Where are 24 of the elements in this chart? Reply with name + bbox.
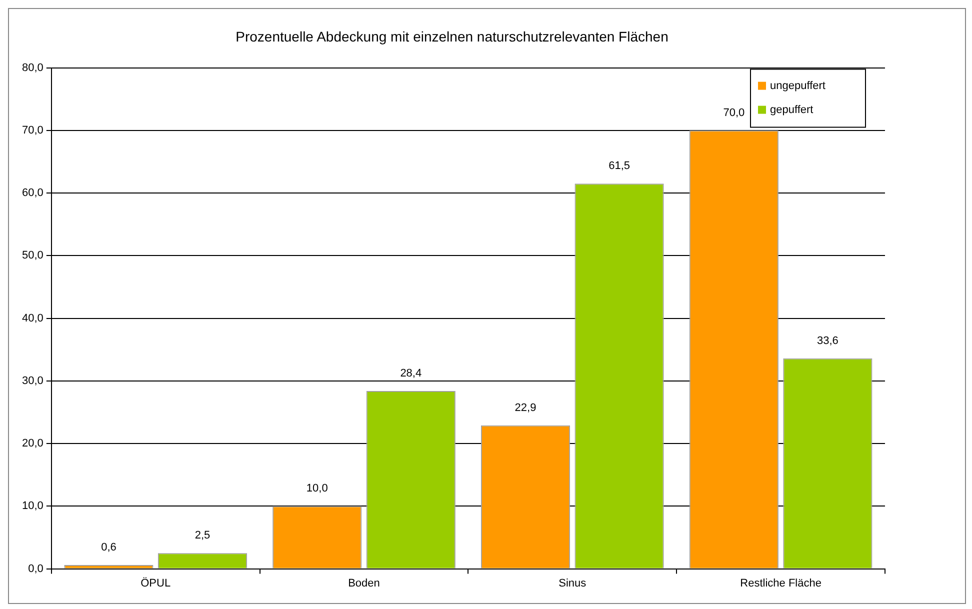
legend-label: ungepuffert <box>770 80 826 92</box>
y-tick-label: 80,0 <box>22 62 44 74</box>
y-tick-label: 60,0 <box>22 187 44 200</box>
x-tick-label: Boden <box>348 577 380 590</box>
data-label: 10,0 <box>306 482 328 495</box>
y-tick-label: 0,0 <box>28 562 44 575</box>
chart-title: Prozentuelle Abdeckung mit einzelnen naturschutzrelevanten Flächen <box>236 28 668 44</box>
data-label: 22,9 <box>514 402 536 414</box>
data-label: 28,4 <box>400 367 422 380</box>
y-tick-label: 30,0 <box>22 374 44 387</box>
y-tick-label: 50,0 <box>22 250 44 262</box>
x-tick-label: Restliche Fläche <box>740 577 822 590</box>
data-label: 2,5 <box>194 530 210 542</box>
y-tick-label: 10,0 <box>22 500 44 512</box>
y-tick-label: 70,0 <box>22 124 44 136</box>
x-tick-label: Sinus <box>558 577 587 590</box>
y-tick-label: 20,0 <box>22 438 44 450</box>
data-label: 33,6 <box>816 334 838 347</box>
data-label: 70,0 <box>723 106 745 119</box>
legend-label: gepuffert <box>770 104 814 116</box>
data-label: 61,5 <box>608 160 630 172</box>
y-tick-label: 40,0 <box>22 312 44 324</box>
data-label: 0,6 <box>101 542 116 554</box>
x-tick-label: ÖPUL <box>140 576 171 590</box>
